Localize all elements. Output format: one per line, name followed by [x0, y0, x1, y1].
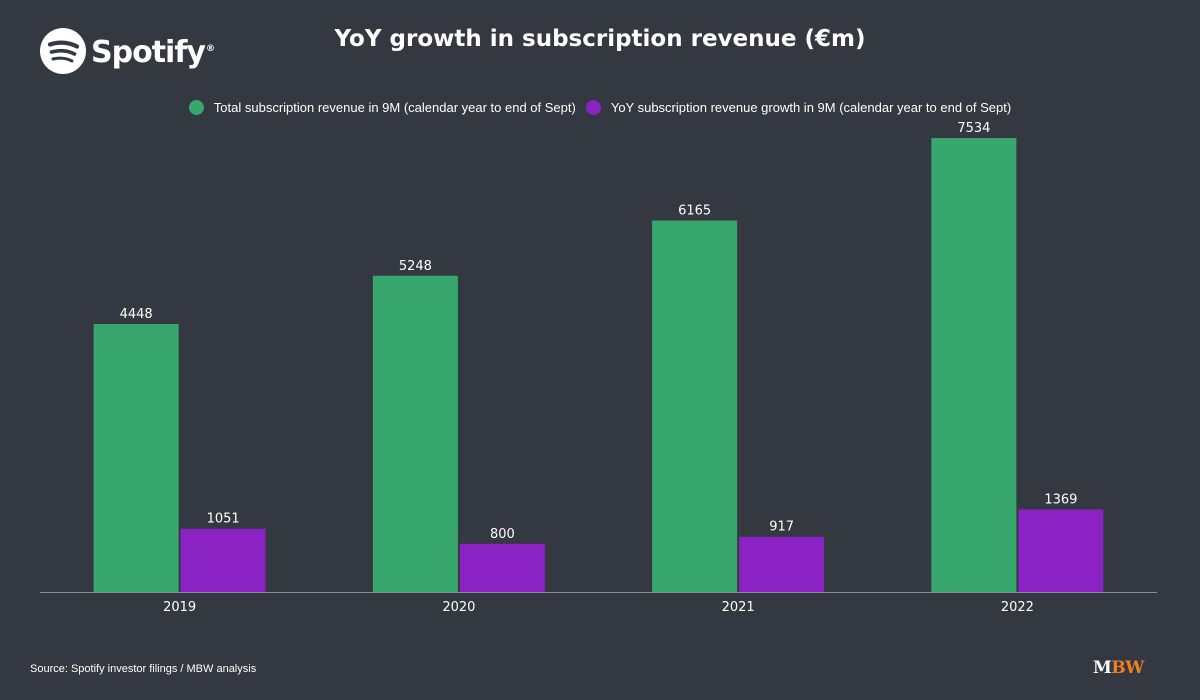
mbw-logo-m: M [1093, 658, 1112, 678]
bar-growth-2019 [180, 528, 266, 592]
legend-item-growth: YoY subscription revenue growth in 9M (c… [585, 100, 1012, 115]
data-label-growth-2020: 800 [490, 527, 515, 542]
bar-total-2020 [372, 275, 458, 592]
data-label-total-2021: 6165 [678, 204, 711, 219]
x-tick-label-2022: 2022 [1001, 600, 1034, 615]
mbw-logo: MBW [1093, 658, 1144, 678]
data-label-growth-2019: 1051 [207, 512, 240, 527]
data-label-total-2020: 5248 [399, 259, 432, 274]
x-tick-label-2020: 2020 [442, 600, 475, 615]
registered-mark: ® [205, 44, 215, 54]
bar-total-2022 [931, 138, 1017, 592]
bar-growth-2022 [1018, 509, 1104, 592]
data-label-growth-2022: 1369 [1044, 493, 1077, 508]
bar-total-2021 [652, 220, 738, 592]
bar-growth-2021 [739, 536, 825, 592]
bar-total-2019 [93, 323, 179, 592]
spotify-icon [40, 28, 86, 74]
spotify-logo: Spotify® [40, 26, 215, 76]
legend-swatch-growth [585, 100, 601, 115]
legend-item-total: Total subscription revenue in 9M (calend… [188, 100, 576, 115]
x-tick-label-2021: 2021 [722, 600, 755, 615]
legend: Total subscription revenue in 9M (calend… [0, 100, 1200, 115]
data-label-total-2022: 7534 [957, 121, 990, 136]
spotify-wordmark: Spotify® [91, 35, 215, 70]
data-label-growth-2021: 917 [769, 520, 794, 535]
legend-label-total: Total subscription revenue in 9M (calend… [213, 100, 576, 115]
legend-label-growth: YoY subscription revenue growth in 9M (c… [610, 100, 1012, 115]
bar-growth-2020 [459, 543, 545, 592]
x-tick-label-2019: 2019 [163, 600, 196, 615]
legend-swatch-total [188, 100, 204, 115]
chart-title: YoY growth in subscription revenue (€m) [334, 26, 866, 52]
data-label-total-2019: 4448 [120, 307, 153, 322]
source-note: Source: Spotify investor filings / MBW a… [30, 663, 257, 675]
mbw-logo-bw: BW [1111, 658, 1144, 678]
